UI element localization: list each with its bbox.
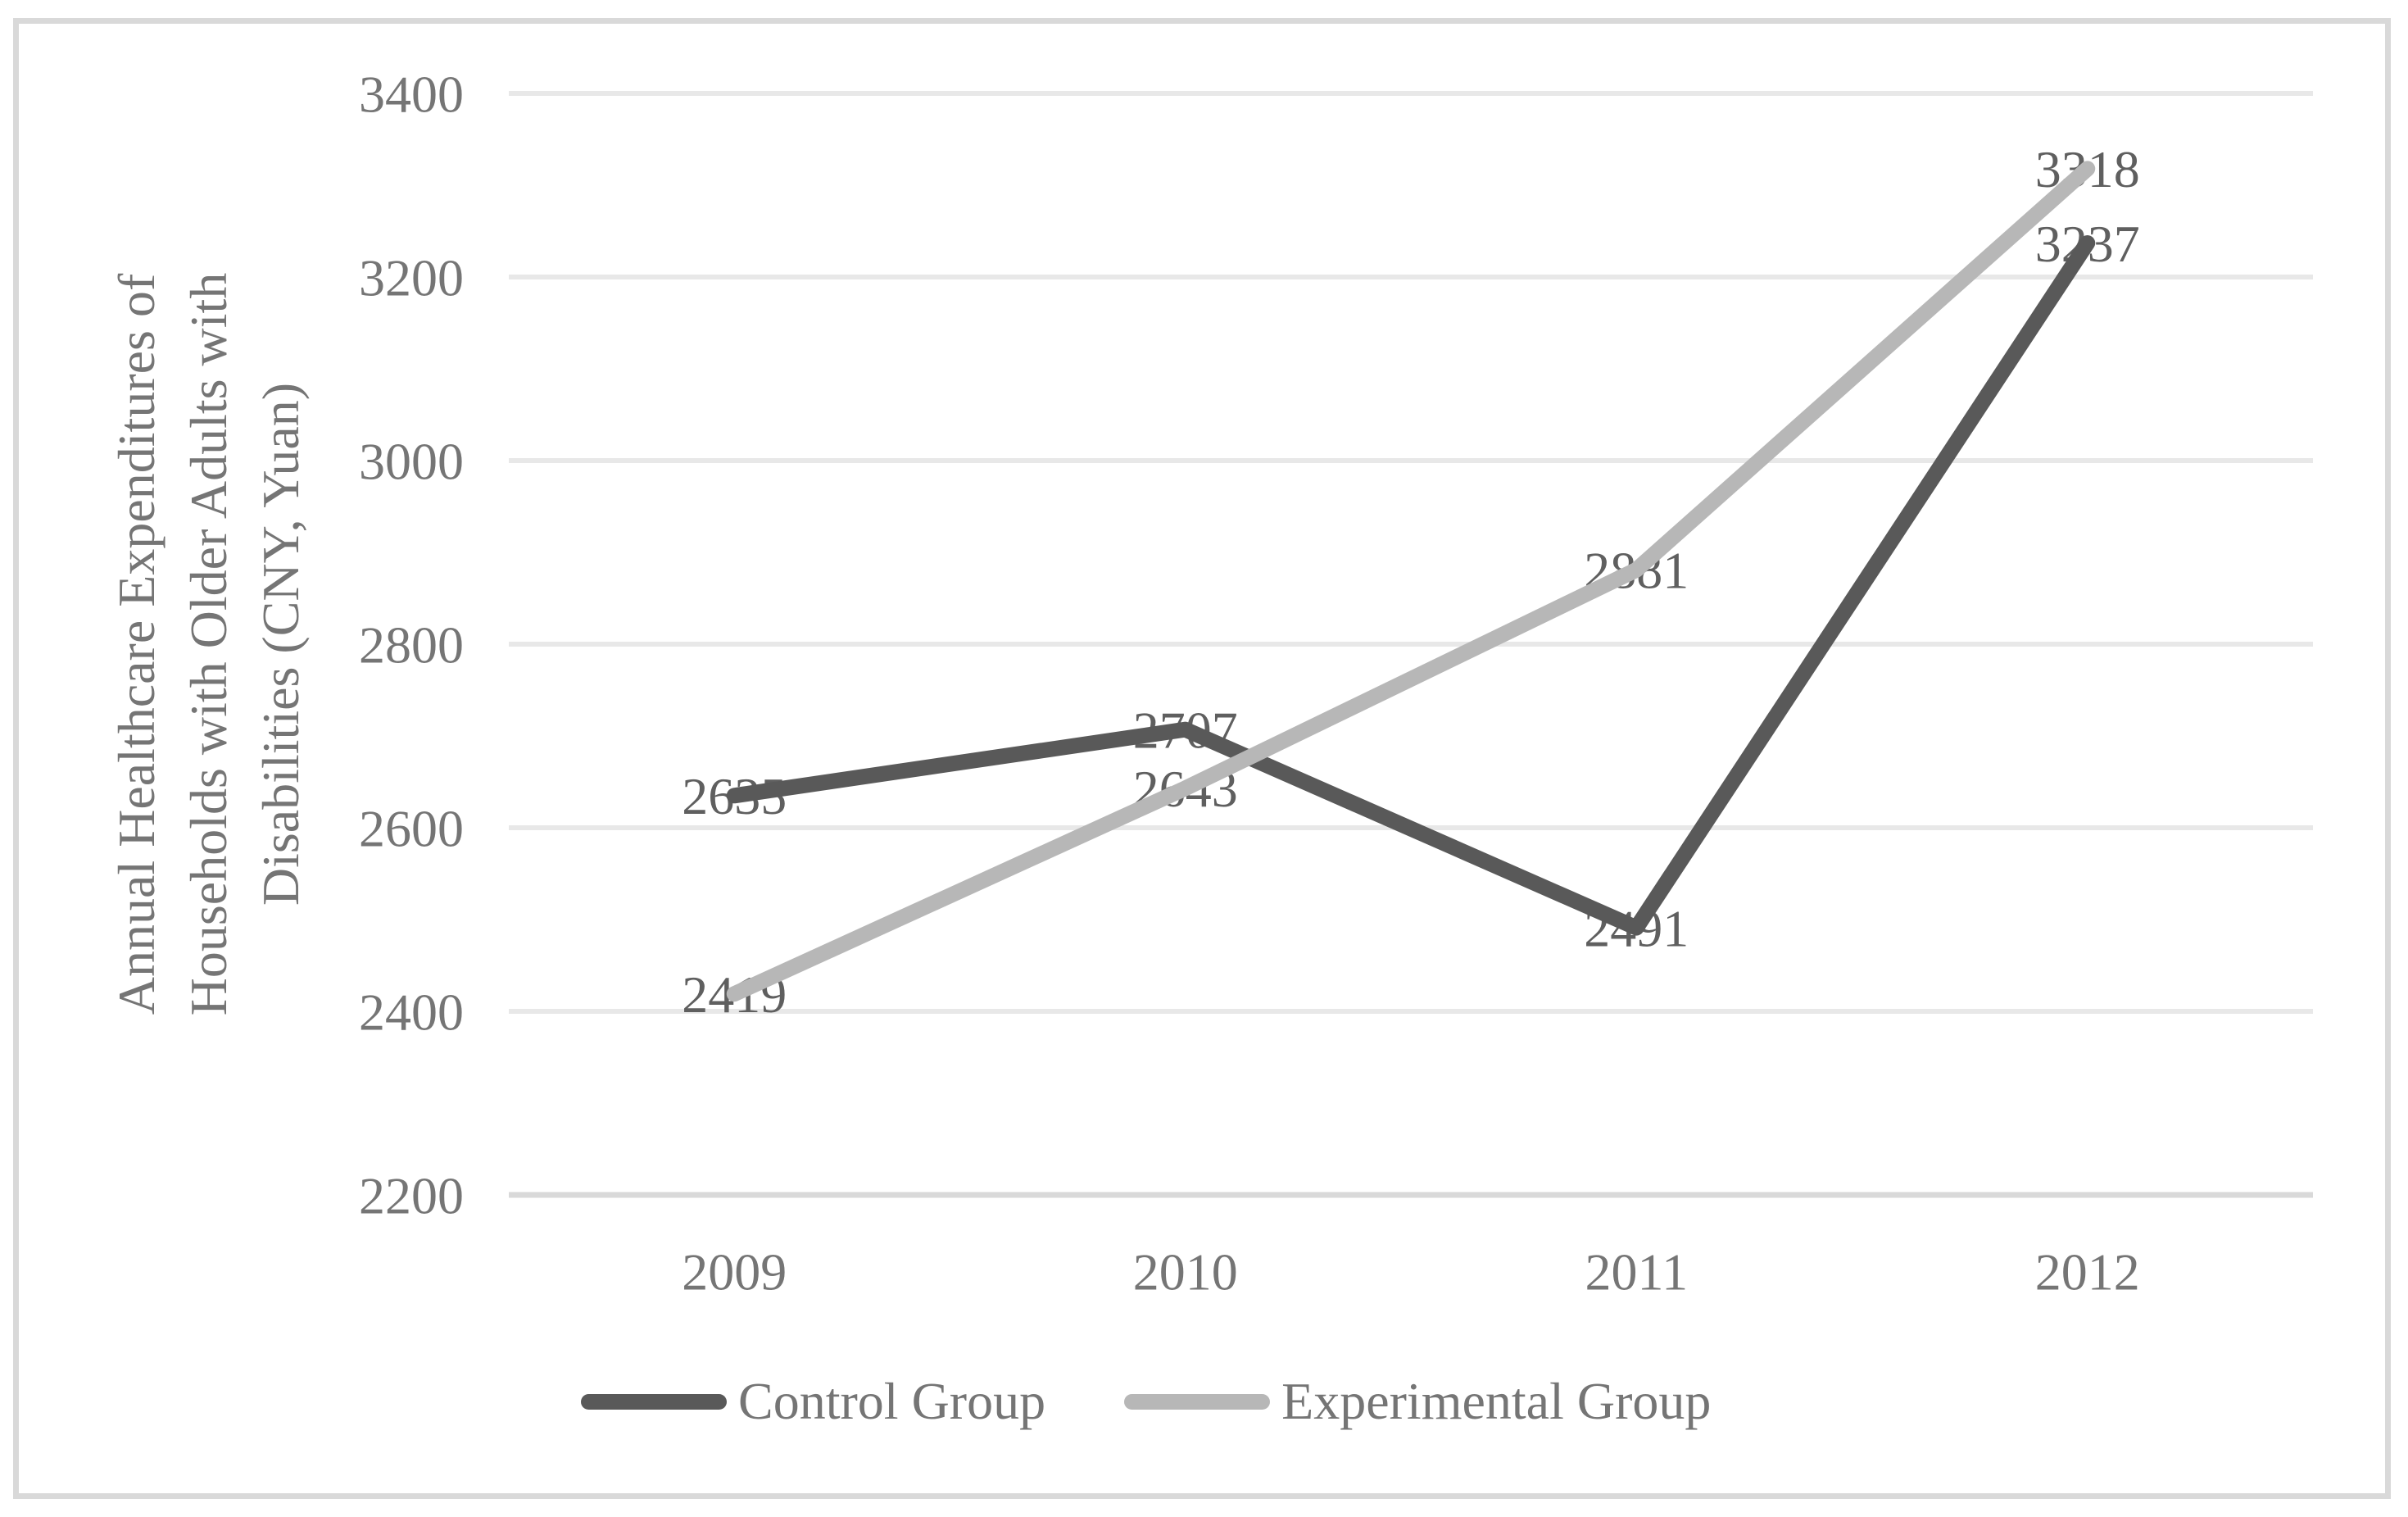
x-tick-label-2009: 2009 — [682, 1242, 787, 1301]
legend-label-control-group: Control Group — [738, 1372, 1046, 1430]
y-axis-title-line-2: Households with Older Adults with — [179, 272, 238, 1016]
y-tick-label-3400: 3400 — [359, 65, 464, 123]
x-tick-label-2011: 2011 — [1585, 1242, 1688, 1301]
y-axis-title-line-3: Disabilities (CNY, Yuan) — [252, 382, 310, 906]
y-tick-label-3200: 3200 — [359, 248, 464, 307]
x-tick-label-2012: 2012 — [2035, 1242, 2140, 1301]
y-tick-label-3000: 3000 — [359, 432, 464, 490]
y-tick-label-2200: 2200 — [359, 1166, 464, 1224]
y-tick-label-2800: 2800 — [359, 615, 464, 674]
experimental-group-swatch — [1124, 1393, 1271, 1410]
control-group-line — [726, 235, 2096, 936]
chart-legend: Control Group Experimental Group — [581, 1372, 1711, 1430]
x-tick-label-2010: 2010 — [1133, 1242, 1238, 1301]
legend-label-experimental-group: Experimental Group — [1281, 1372, 1712, 1430]
y-axis-title-line-1: Annual Healthcare Expenditures of — [107, 273, 166, 1015]
y-tick-label-2400: 2400 — [359, 983, 464, 1041]
experimental-group-line — [726, 161, 2096, 1002]
y-axis-title: Annual Healthcare Expenditures of Househ… — [101, 62, 317, 1226]
chart-border — [13, 18, 2391, 1499]
legend-item-experimental-group: Experimental Group — [1124, 1371, 1711, 1432]
y-tick-label-2600: 2600 — [359, 799, 464, 857]
control-group-swatch — [581, 1393, 727, 1410]
legend-item-control-group: Control Group — [581, 1371, 1045, 1432]
